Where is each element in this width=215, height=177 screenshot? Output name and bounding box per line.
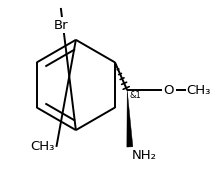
Text: NH₂: NH₂: [131, 149, 156, 162]
Text: Br: Br: [54, 19, 68, 32]
Text: O: O: [164, 84, 174, 97]
Text: CH₃: CH₃: [186, 84, 211, 97]
Text: CH₃: CH₃: [30, 139, 55, 153]
Polygon shape: [127, 90, 133, 147]
Text: &1: &1: [129, 91, 141, 100]
